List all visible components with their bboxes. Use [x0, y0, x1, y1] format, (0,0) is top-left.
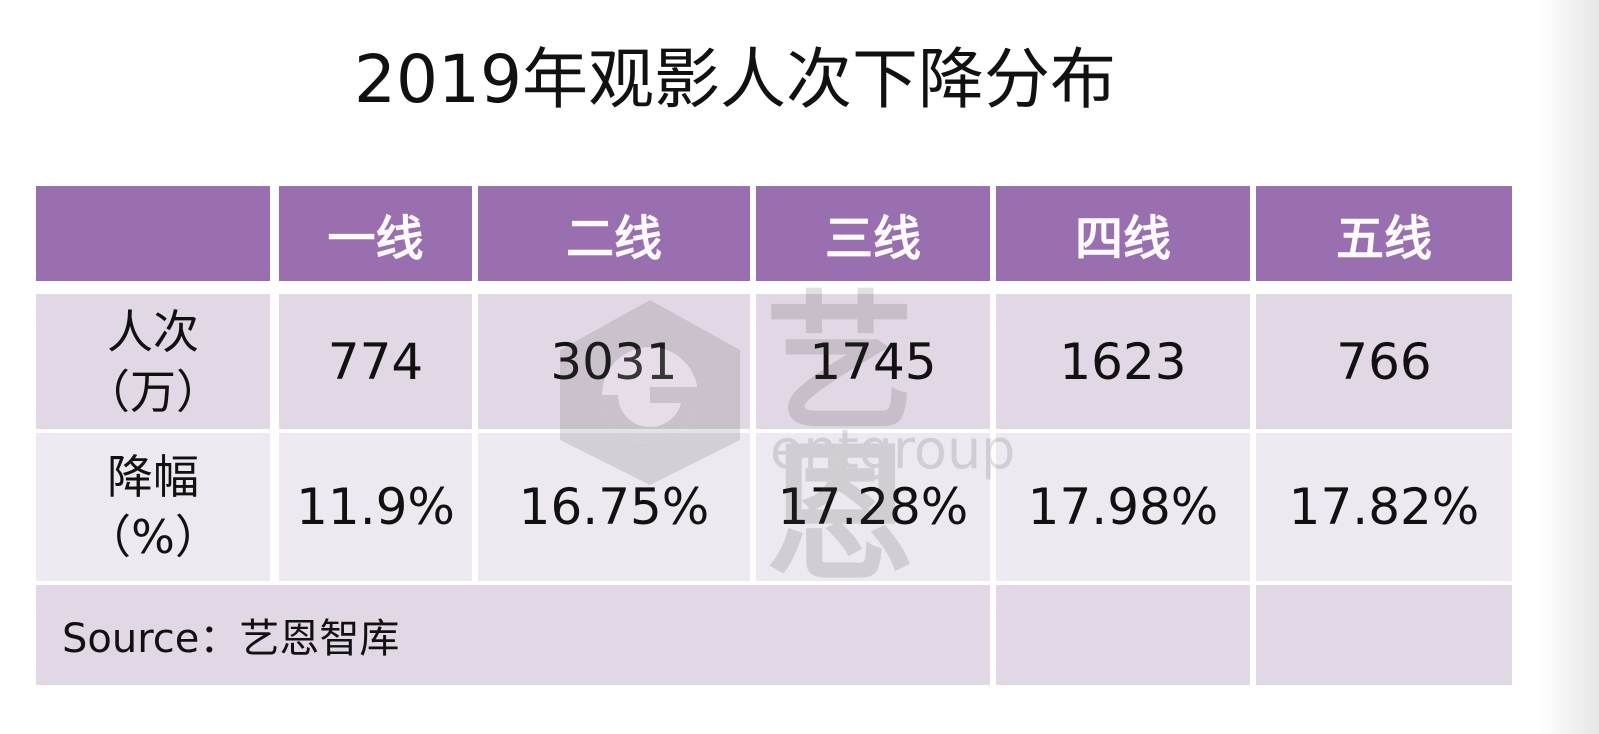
- footer-cell: [1256, 585, 1512, 685]
- footer-cell: [996, 585, 1250, 685]
- row-label-line: （万）: [84, 364, 222, 419]
- row-label-line: 降幅: [107, 450, 199, 504]
- data-cell: 766: [1256, 294, 1512, 429]
- data-cell: 11.9%: [279, 433, 472, 581]
- row-label-line: 人次: [107, 304, 199, 359]
- data-cell: 774: [279, 294, 472, 429]
- data-cell: 17.28%: [756, 433, 990, 581]
- column-header: 五线: [1256, 186, 1512, 281]
- data-cell: 3031: [478, 294, 750, 429]
- data-cell: 17.98%: [996, 433, 1250, 581]
- column-header: 一线: [279, 186, 472, 281]
- row-label: 人次 （万）: [36, 294, 270, 429]
- data-cell: 1745: [756, 294, 990, 429]
- source-note: Source：艺恩智库: [36, 585, 990, 685]
- header-corner: [36, 186, 270, 281]
- data-cell: 17.82%: [1256, 433, 1512, 581]
- column-header: 二线: [478, 186, 750, 281]
- column-header: 四线: [996, 186, 1250, 281]
- data-cell: 1623: [996, 294, 1250, 429]
- row-label: 降幅 （%）: [36, 433, 270, 581]
- right-edge-shade: [1539, 0, 1599, 734]
- column-header: 三线: [756, 186, 990, 281]
- data-cell: 16.75%: [478, 433, 750, 581]
- row-label-line: （%）: [85, 510, 221, 564]
- chart-title: 2019年观影人次下降分布: [354, 41, 1116, 118]
